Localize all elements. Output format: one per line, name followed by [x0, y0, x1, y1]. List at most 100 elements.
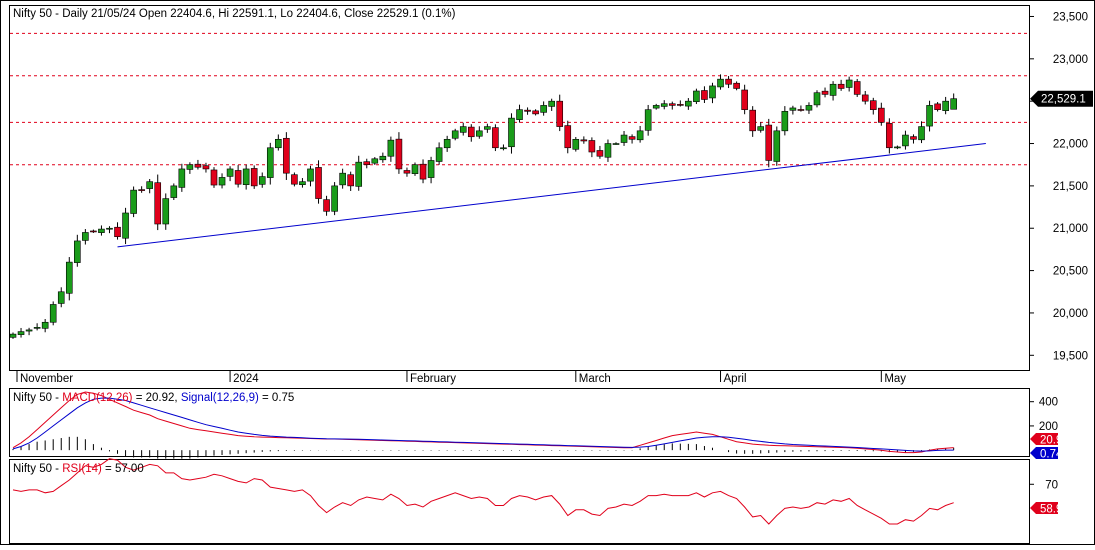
candle [234, 165, 242, 188]
candle [122, 207, 129, 245]
candle-body [532, 110, 539, 115]
candle [266, 142, 274, 185]
candle-body [677, 104, 684, 106]
signal-value-marker: 0.745458 [1030, 447, 1088, 461]
macd-histogram [12, 436, 955, 459]
macd-value-text: = 20.92, [133, 392, 181, 404]
macd-panel-border [9, 388, 1030, 457]
candle-body [781, 111, 789, 132]
candle [934, 102, 941, 112]
candle [74, 234, 81, 267]
candle [114, 222, 121, 240]
candle-body [419, 163, 427, 180]
candle [660, 100, 668, 110]
candle-body [596, 150, 604, 157]
candle-body [628, 136, 636, 140]
candle-body [347, 174, 354, 187]
candle [532, 109, 539, 116]
candle-body [194, 163, 202, 168]
x-axis-label: 2024 [233, 373, 259, 385]
candle [500, 144, 507, 151]
candle-body [869, 100, 877, 110]
rsi-series-name: RSI(14) [62, 463, 102, 475]
candle-body [226, 168, 234, 177]
candle-body [773, 130, 781, 162]
candle-body [604, 143, 612, 158]
candle-body [122, 212, 129, 239]
candle [130, 186, 137, 218]
candle [829, 81, 837, 101]
candle-body [379, 155, 387, 161]
candle-body [821, 90, 829, 95]
candle [709, 82, 716, 104]
candle-body [660, 103, 668, 107]
candle-body [459, 126, 467, 133]
candle-body [950, 98, 957, 110]
rsi-y-axis: 70 [1029, 479, 1058, 491]
candle-body [435, 147, 443, 162]
candle-body [845, 79, 853, 88]
candle [853, 78, 861, 97]
last-price-marker: 22,529.1 [1030, 90, 1093, 107]
candle [315, 160, 322, 204]
candle-body [98, 228, 105, 233]
price-y-tick-label: 20,500 [1053, 266, 1088, 278]
candle-body [709, 85, 716, 99]
x-axis-label: May [884, 373, 906, 385]
candle [202, 162, 210, 173]
x-axis-label: April [724, 373, 747, 385]
candle [516, 104, 523, 123]
candle-body [443, 138, 451, 149]
candle-body [564, 125, 572, 149]
trendline [117, 143, 986, 248]
candle-body [789, 107, 797, 111]
macd-series-name: MACD(12,26) [62, 392, 132, 404]
candle [299, 178, 306, 188]
macd-title: Nifty 50 - MACD(12,26) = 20.92, Signal(1… [13, 392, 294, 404]
support-trendline [117, 143, 986, 248]
candle-body [693, 90, 700, 102]
candle [250, 165, 258, 189]
candle [693, 88, 700, 105]
rsi-value-text: = 57.00 [102, 463, 144, 475]
x-axis-label: February [410, 373, 456, 385]
price-level-lines [10, 32, 1029, 166]
candle-body [90, 230, 97, 233]
candle-body [837, 83, 845, 89]
candle-body [57, 291, 65, 304]
candle-body [323, 199, 330, 212]
candle-body [701, 90, 708, 100]
candle-body [829, 83, 837, 96]
candle [644, 104, 652, 136]
candle-body [516, 109, 523, 120]
candle-body [242, 168, 250, 185]
candle [717, 74, 724, 90]
candle [902, 130, 909, 150]
candle-body [234, 170, 242, 185]
candle-body [178, 168, 186, 188]
candle-body [186, 164, 194, 170]
candle [291, 172, 298, 187]
candle [677, 100, 684, 107]
candle [427, 156, 435, 184]
signal-series-name: Signal(12,26,9) [181, 392, 259, 404]
candle-body [588, 140, 596, 153]
candle-body [725, 78, 732, 85]
candle [443, 135, 451, 152]
candle-body [765, 124, 773, 161]
candle [9, 332, 17, 339]
candle-body [612, 143, 620, 145]
candle [580, 136, 588, 144]
candle-body [74, 240, 81, 263]
candle [98, 225, 105, 236]
candle [363, 158, 371, 169]
signal-value-text: = 0.75 [259, 392, 295, 404]
candle [837, 79, 845, 91]
candle-body [451, 130, 459, 139]
macd-title-prefix: Nifty 50 - [13, 392, 62, 404]
candle-body [813, 92, 821, 106]
candle-body [130, 189, 137, 214]
candle [25, 327, 33, 336]
candle [218, 173, 226, 189]
rsi-title-prefix: Nifty 50 - [13, 463, 62, 475]
